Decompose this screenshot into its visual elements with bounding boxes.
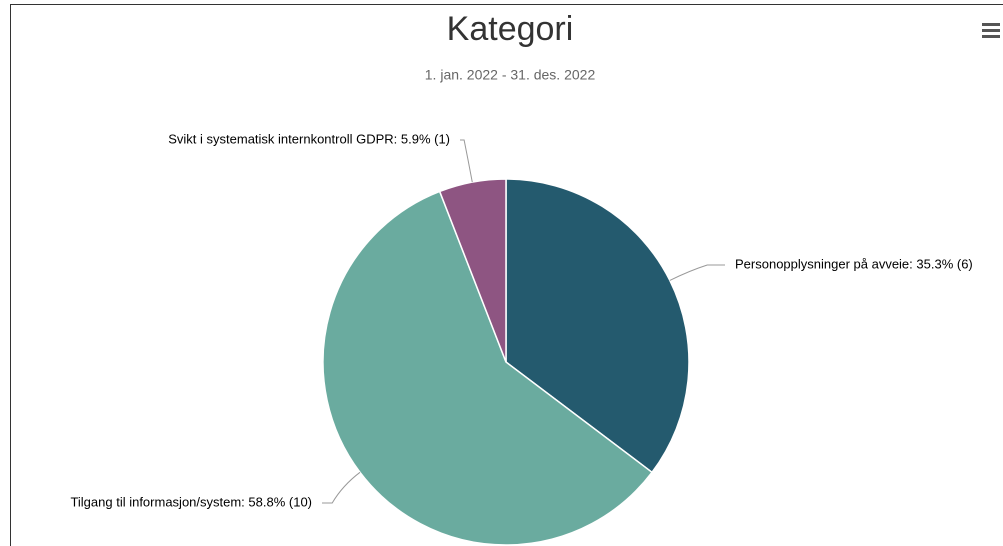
connector <box>460 139 473 183</box>
slice <box>505 178 690 474</box>
data-label: Svikt i systematisk internkontroll GDPR:… <box>168 131 450 146</box>
connector <box>322 471 361 504</box>
chart-title: Kategori <box>447 10 574 48</box>
menu-bar[interactable] <box>982 29 1000 32</box>
menu-button[interactable] <box>982 23 1000 38</box>
frame <box>10 4 1003 546</box>
menu-bar[interactable] <box>982 23 1000 26</box>
menu-bar[interactable] <box>982 35 1000 38</box>
data-label: Tilgang til informasjon/system: 58.8% (1… <box>70 494 312 509</box>
data-label: Personopplysninger på avveie: 35.3% (6) <box>735 256 973 271</box>
slice <box>438 178 507 363</box>
chart-subtitle: 1. jan. 2022 - 31. des. 2022 <box>425 67 596 83</box>
connector <box>669 264 725 281</box>
